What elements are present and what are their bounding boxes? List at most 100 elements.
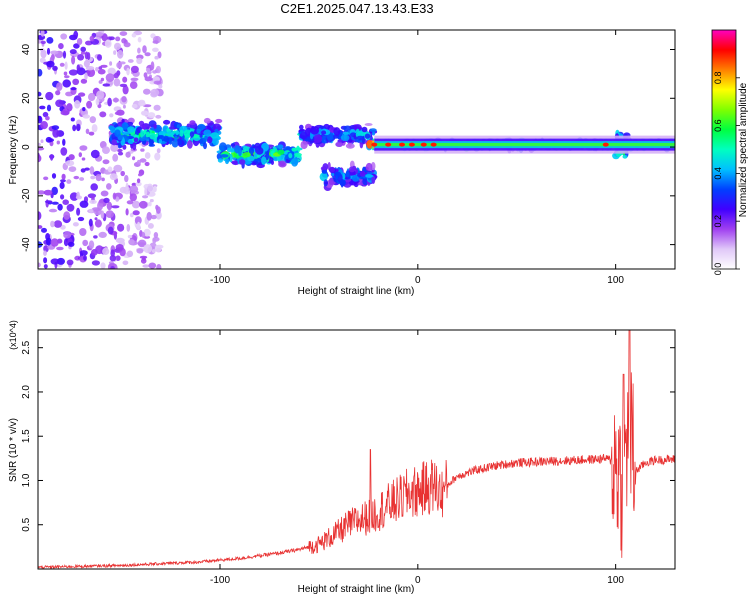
heatmap-cell <box>85 128 90 134</box>
heatmap-cell <box>151 249 156 253</box>
colorbar-gradient <box>712 30 736 269</box>
heatmap-cell <box>43 189 53 196</box>
heatmap-cell <box>146 70 152 75</box>
heatmap-cell <box>115 196 120 202</box>
heatmap-cell <box>62 79 71 88</box>
colorbar-tick-label: 0.8 <box>713 72 723 85</box>
heatmap-cell <box>110 143 119 152</box>
heatmap-cell <box>130 65 139 74</box>
heatmap-cell <box>169 126 174 130</box>
heatmap-cell <box>140 110 149 116</box>
heatmap-cell <box>126 224 131 232</box>
heatmap-cell <box>143 228 151 237</box>
heatmap-cell <box>121 122 129 130</box>
heatmap-cell <box>299 131 308 140</box>
snr-series-line <box>38 330 675 569</box>
heatmap-cell <box>100 190 109 197</box>
heatmap-cell <box>166 131 175 136</box>
heatmap-cell <box>100 262 106 269</box>
y-tick-label: 40 <box>21 44 32 56</box>
heatmap-cell <box>152 47 159 52</box>
heatmap-cell <box>72 222 79 227</box>
heatmap-cell <box>324 181 329 185</box>
heatmap-cell <box>86 68 96 77</box>
heatmap-cell <box>56 140 60 145</box>
heatmap-cell <box>356 135 365 141</box>
heatmap-cell <box>140 148 145 152</box>
heatmap-cell <box>98 231 107 238</box>
heatmap-cell <box>112 153 119 162</box>
heatmap-cell <box>80 168 86 173</box>
heatmap-cell <box>50 220 55 228</box>
heatmap-cell <box>61 173 66 180</box>
heatmap-cell <box>139 136 147 142</box>
spectrogram-panel: -100 0 100 -40 -20 0 20 40 Height of straight … <box>8 29 676 297</box>
heatmap-hotspot <box>420 142 427 147</box>
heatmap-cell <box>46 47 51 55</box>
heatmap-cell <box>73 43 80 49</box>
heatmap-cell <box>41 227 47 233</box>
heatmap-cell <box>127 126 135 133</box>
heatmap-cell <box>117 142 122 149</box>
heatmap-cell <box>43 250 47 256</box>
heatmap-cell <box>38 91 42 97</box>
heatmap-cell <box>143 235 151 239</box>
heatmap-cell <box>44 200 53 204</box>
heatmap-cell <box>142 256 146 261</box>
heatmap-cell <box>144 187 148 196</box>
heatmap-cell <box>139 200 148 209</box>
heatmap-cell <box>283 151 288 155</box>
heatmap-cell <box>197 124 206 130</box>
heatmap-cell <box>113 164 123 173</box>
heatmap-cell <box>136 248 144 254</box>
heatmap-cell <box>153 104 161 111</box>
heatmap-cell <box>129 185 139 193</box>
heatmap-cell <box>82 239 89 247</box>
heatmap-cell <box>82 114 91 119</box>
heatmap-cell <box>43 257 48 264</box>
heatmap-cell <box>261 156 267 165</box>
heatmap-cell <box>117 151 124 156</box>
heatmap-cell <box>72 124 77 132</box>
y-tick-label: 0 <box>21 144 32 150</box>
heatmap-cell <box>40 139 44 143</box>
heatmap-cell <box>133 137 139 143</box>
snr-background <box>38 330 675 569</box>
heatmap-cell <box>76 207 81 216</box>
heatmap-cell <box>224 157 230 165</box>
heatmap-cell <box>62 138 66 146</box>
heatmap-cell <box>291 147 298 152</box>
snr-panel: -100 0 100 0.5 1.0 1.5 2.0 2.5 Height of strai… <box>8 320 676 595</box>
heatmap-cell <box>364 133 371 139</box>
heatmap-cell <box>96 90 105 100</box>
heatmap-cell <box>187 140 193 149</box>
heatmap-cell <box>66 259 74 266</box>
heatmap-cell <box>114 129 121 137</box>
spectrogram-y-ticks: -40 -20 0 20 40 <box>21 44 675 252</box>
heatmap-cell <box>153 80 162 85</box>
heatmap-cell <box>68 154 75 161</box>
heatmap-cell <box>88 240 95 249</box>
heatmap-cell <box>56 82 63 91</box>
heatmap-cell <box>63 211 71 220</box>
heatmap-cell <box>38 225 43 229</box>
heatmap-cell <box>101 33 108 42</box>
heatmap-cell <box>158 138 163 144</box>
heatmap-cell <box>63 231 72 239</box>
heatmap-cell <box>95 98 100 106</box>
heatmap-cell <box>154 152 161 161</box>
heatmap-cell <box>131 103 138 109</box>
heatmap-cell <box>40 40 46 45</box>
heatmap-cell <box>277 144 284 149</box>
heatmap-cell <box>130 212 134 218</box>
heatmap-cell <box>99 111 107 118</box>
heatmap-cell <box>110 266 115 269</box>
heatmap-cell <box>137 36 142 43</box>
heatmap-cell <box>127 59 134 63</box>
heatmap-cell <box>124 175 129 183</box>
heatmap-cell <box>115 244 124 251</box>
heatmap-cell <box>127 234 133 239</box>
y-tick-label: 2.5 <box>21 340 32 354</box>
heatmap-cell <box>77 216 85 222</box>
heatmap-cell <box>43 176 49 181</box>
